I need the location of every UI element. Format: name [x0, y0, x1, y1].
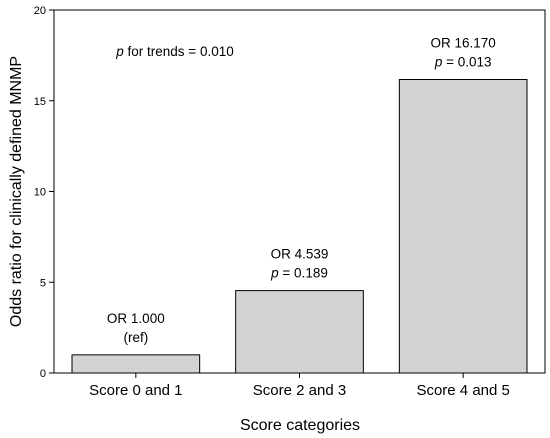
trend-annotation: p for trends = 0.010	[115, 44, 233, 59]
y-tick-label: 10	[34, 187, 46, 199]
bars	[71, 79, 528, 374]
bar-label-p-value: = 0.189	[279, 266, 328, 281]
bar-label-p-value: = 0.013	[442, 55, 491, 70]
bar-label-p-value: (ref)	[123, 330, 148, 345]
bar-label-p-prefix: p	[434, 55, 443, 70]
bar-label-p: (ref)	[123, 330, 148, 345]
bar	[71, 354, 201, 374]
x-axis-tick-labels: Score 0 and 1 Score 2 and 3 Score 4 and 5	[89, 373, 510, 399]
plot-frame	[53, 9, 546, 374]
y-axis-ticks: 0 5 10 15 20	[34, 5, 54, 380]
bar	[398, 79, 528, 374]
y-tick-label: 15	[34, 96, 46, 108]
y-tick-label: 0	[40, 368, 46, 380]
trend-annotation-text: for trends = 0.010	[124, 44, 234, 59]
y-tick-label: 5	[40, 277, 46, 289]
x-tick-label: Score 4 and 5	[416, 382, 509, 399]
bar-label-or: OR 16.170	[431, 36, 496, 51]
x-tick-label: Score 2 and 3	[253, 382, 346, 399]
y-tick-label: 20	[34, 5, 46, 17]
y-axis-title: Odds ratio for clinically defined MNMP	[8, 56, 25, 327]
bar-labels: OR 1.000 (ref) OR 4.539 p = 0.189 OR 16.170 p…	[107, 36, 496, 345]
bar	[235, 290, 364, 374]
bar-label-or: OR 1.000	[107, 311, 165, 326]
x-tick-label: Score 0 and 1	[89, 382, 182, 399]
bar-label-p-prefix: p	[270, 266, 279, 281]
bar-label-or: OR 4.539	[271, 247, 329, 262]
bar-label-p: p = 0.189	[270, 266, 328, 281]
trend-annotation-prefix: p	[115, 44, 124, 59]
x-axis-title: Score categories	[240, 417, 360, 434]
bar-label-p: p = 0.013	[434, 55, 492, 70]
